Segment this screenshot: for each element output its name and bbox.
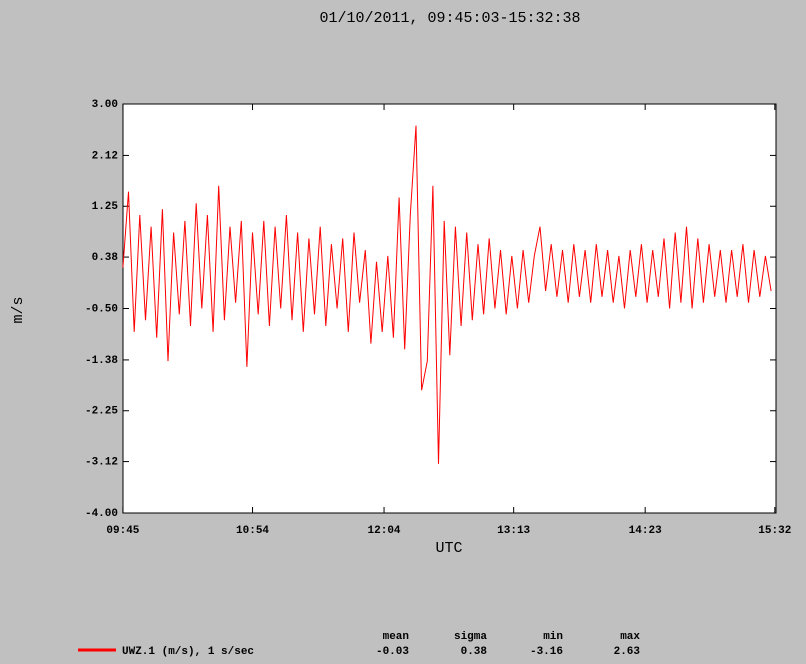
stat-value: -0.03 bbox=[376, 646, 409, 658]
x-tick-label: 10:54 bbox=[236, 525, 269, 537]
stat-value: 0.38 bbox=[461, 646, 488, 658]
chart-title: 01/10/2011, 09:45:03-15:32:38 bbox=[319, 10, 580, 27]
stat-header: sigma bbox=[454, 631, 487, 643]
stat-header: mean bbox=[383, 631, 409, 643]
x-tick-label: 13:13 bbox=[497, 525, 530, 537]
y-tick-label: 1.25 bbox=[92, 201, 119, 213]
signal-line bbox=[122, 125, 772, 464]
y-tick-label: -2.25 bbox=[85, 406, 118, 418]
plot-area bbox=[122, 103, 777, 514]
stat-value: -3.16 bbox=[530, 646, 563, 658]
stat-value: 2.63 bbox=[614, 646, 641, 658]
y-tick-label: 3.00 bbox=[92, 99, 118, 111]
y-tick-label: -3.12 bbox=[85, 456, 118, 468]
x-tick-label: 14:23 bbox=[629, 525, 662, 537]
y-tick-label: 0.38 bbox=[92, 252, 119, 264]
stat-header: min bbox=[543, 631, 563, 643]
stat-header: max bbox=[620, 631, 640, 643]
y-tick-label: -0.50 bbox=[85, 303, 118, 315]
y-axis-label: m/s bbox=[10, 296, 27, 323]
x-tick-label: 12:04 bbox=[368, 525, 401, 537]
x-tick-label: 09:45 bbox=[106, 525, 139, 537]
y-tick-label: -1.38 bbox=[85, 355, 118, 367]
y-tick-label: 2.12 bbox=[92, 150, 118, 162]
y-tick-label: -4.00 bbox=[85, 508, 118, 520]
x-tick-label: 15:32 bbox=[758, 525, 791, 537]
legend-label: UWZ.1 (m/s), 1 s/sec bbox=[122, 646, 254, 658]
x-axis-label: UTC bbox=[435, 540, 462, 557]
